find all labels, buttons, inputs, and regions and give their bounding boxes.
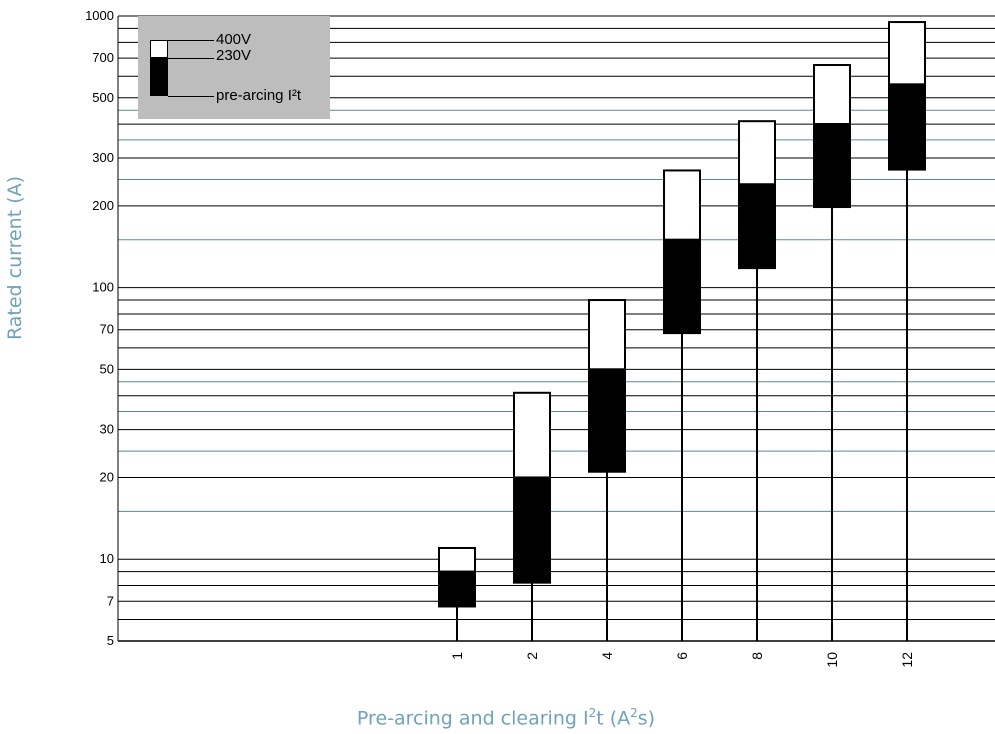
legend-leader-400v <box>168 40 214 41</box>
y-tick-label: 200 <box>92 198 114 213</box>
y-tick-label: 20 <box>100 469 114 484</box>
bar-400v <box>663 169 701 241</box>
bar-400v <box>513 391 551 479</box>
bar-230v <box>663 238 701 335</box>
y-tick-label: 100 <box>92 280 114 295</box>
x-tick-label: 1 <box>449 652 465 660</box>
x-axis-label-sup1: 2 <box>588 706 597 720</box>
y-axis-label-text: Rated current (A) <box>4 175 26 341</box>
y-tick-label: 5 <box>107 633 114 648</box>
x-axis-label-main: Pre-arcing and clearing I <box>356 707 589 730</box>
legend-label-prearcing: pre-arcing I²t <box>216 87 302 104</box>
legend-label-400v: 400V <box>216 31 252 48</box>
legend-leader-prearcing <box>168 96 214 97</box>
y-tick-label: 50 <box>100 361 114 376</box>
x-tick-label: 4 <box>599 652 615 660</box>
y-tick-label: 1000 <box>85 8 114 23</box>
x-axis-label-mid: t (A <box>596 707 631 730</box>
legend-label-230v: 230V <box>216 47 252 64</box>
legend: 400V 230V pre-arcing I²t <box>138 16 330 119</box>
bar-400v <box>738 120 776 186</box>
x-tick-label: 6 <box>674 652 690 660</box>
y-tick-label: 10 <box>100 551 114 566</box>
y-tick-label: 7 <box>107 593 114 608</box>
x-tick-label: 2 <box>524 652 540 660</box>
y-axis-label: Rated current (A) <box>0 0 30 734</box>
bar-230v <box>588 368 626 473</box>
x-tick-label: 12 <box>899 652 915 668</box>
bar-400v <box>588 299 626 371</box>
bar-230v <box>813 123 851 209</box>
bar-230v <box>513 476 551 584</box>
x-axis-label-end: s) <box>637 707 656 730</box>
y-tick-label: 70 <box>100 322 114 337</box>
bar-230v <box>738 183 776 270</box>
y-tick-label: 500 <box>92 90 114 105</box>
legend-swatch-230v <box>150 58 168 96</box>
y-tick-label: 700 <box>92 50 114 65</box>
bar-400v <box>888 21 926 86</box>
x-tick-label: 10 <box>824 652 840 668</box>
bar-230v <box>438 570 476 608</box>
y-tick-label: 300 <box>92 150 114 165</box>
bar-230v <box>888 83 926 171</box>
x-axis-label: Pre-arcing and clearing I2t (A2s) <box>196 706 816 729</box>
bar-400v <box>438 546 476 573</box>
bar-400v <box>813 64 851 126</box>
x-tick-label: 8 <box>749 652 765 660</box>
x-axis-label-sup2: 2 <box>630 706 638 720</box>
y-tick-label: 30 <box>100 422 114 437</box>
legend-leader-230v <box>168 58 214 59</box>
legend-swatch-400v <box>150 40 168 58</box>
